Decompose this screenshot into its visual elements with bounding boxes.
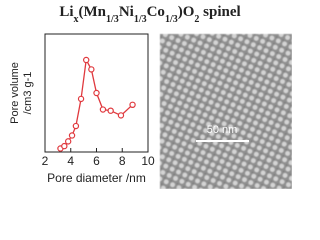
data-point (82, 56, 90, 64)
x-axis-label: Pore diameter /nm (47, 171, 146, 185)
x-tick-label: 6 (93, 154, 100, 168)
micrograph (160, 34, 292, 189)
data-point (61, 142, 68, 150)
data-point (117, 112, 125, 119)
title-part: Co (147, 4, 165, 20)
title-part: 1/3 (106, 14, 119, 25)
data-point (88, 66, 95, 73)
title-part: )O (178, 4, 195, 20)
chart-title: Lix(Mn1/3Ni1/3Co1/3)O2 spinel (59, 4, 240, 25)
scale-label: 50 nm (207, 124, 238, 136)
data-point (64, 138, 72, 145)
title-part: (Mn (79, 4, 107, 20)
data-point (68, 132, 76, 139)
data-point (72, 122, 80, 130)
data-point (99, 106, 107, 113)
data-point (129, 101, 136, 109)
title-part: 1/3 (165, 14, 178, 25)
tem-image: 50 nm (160, 34, 292, 189)
data-point (93, 89, 100, 97)
chart: 2 4 6 8 10 Pore diameter /nm Pore volume/cm3 g… (9, 33, 155, 185)
title-part: 1/3 (134, 14, 147, 25)
x-tick-label: 2 (42, 154, 49, 168)
y-axis-label: Pore volume (9, 62, 21, 124)
x-tick-label: 4 (67, 154, 74, 168)
title-part: x (74, 14, 79, 25)
y-axis-label: /cm3 g-1 (22, 72, 34, 115)
title-part: Li (59, 4, 73, 20)
data-point (107, 107, 114, 114)
x-tick-label: 8 (119, 154, 126, 168)
x-tick-label: 10 (141, 154, 155, 168)
data-point (77, 95, 85, 103)
title-part: spinel (199, 4, 240, 20)
title-part: Ni (119, 4, 134, 20)
title-part: 2 (194, 14, 199, 25)
